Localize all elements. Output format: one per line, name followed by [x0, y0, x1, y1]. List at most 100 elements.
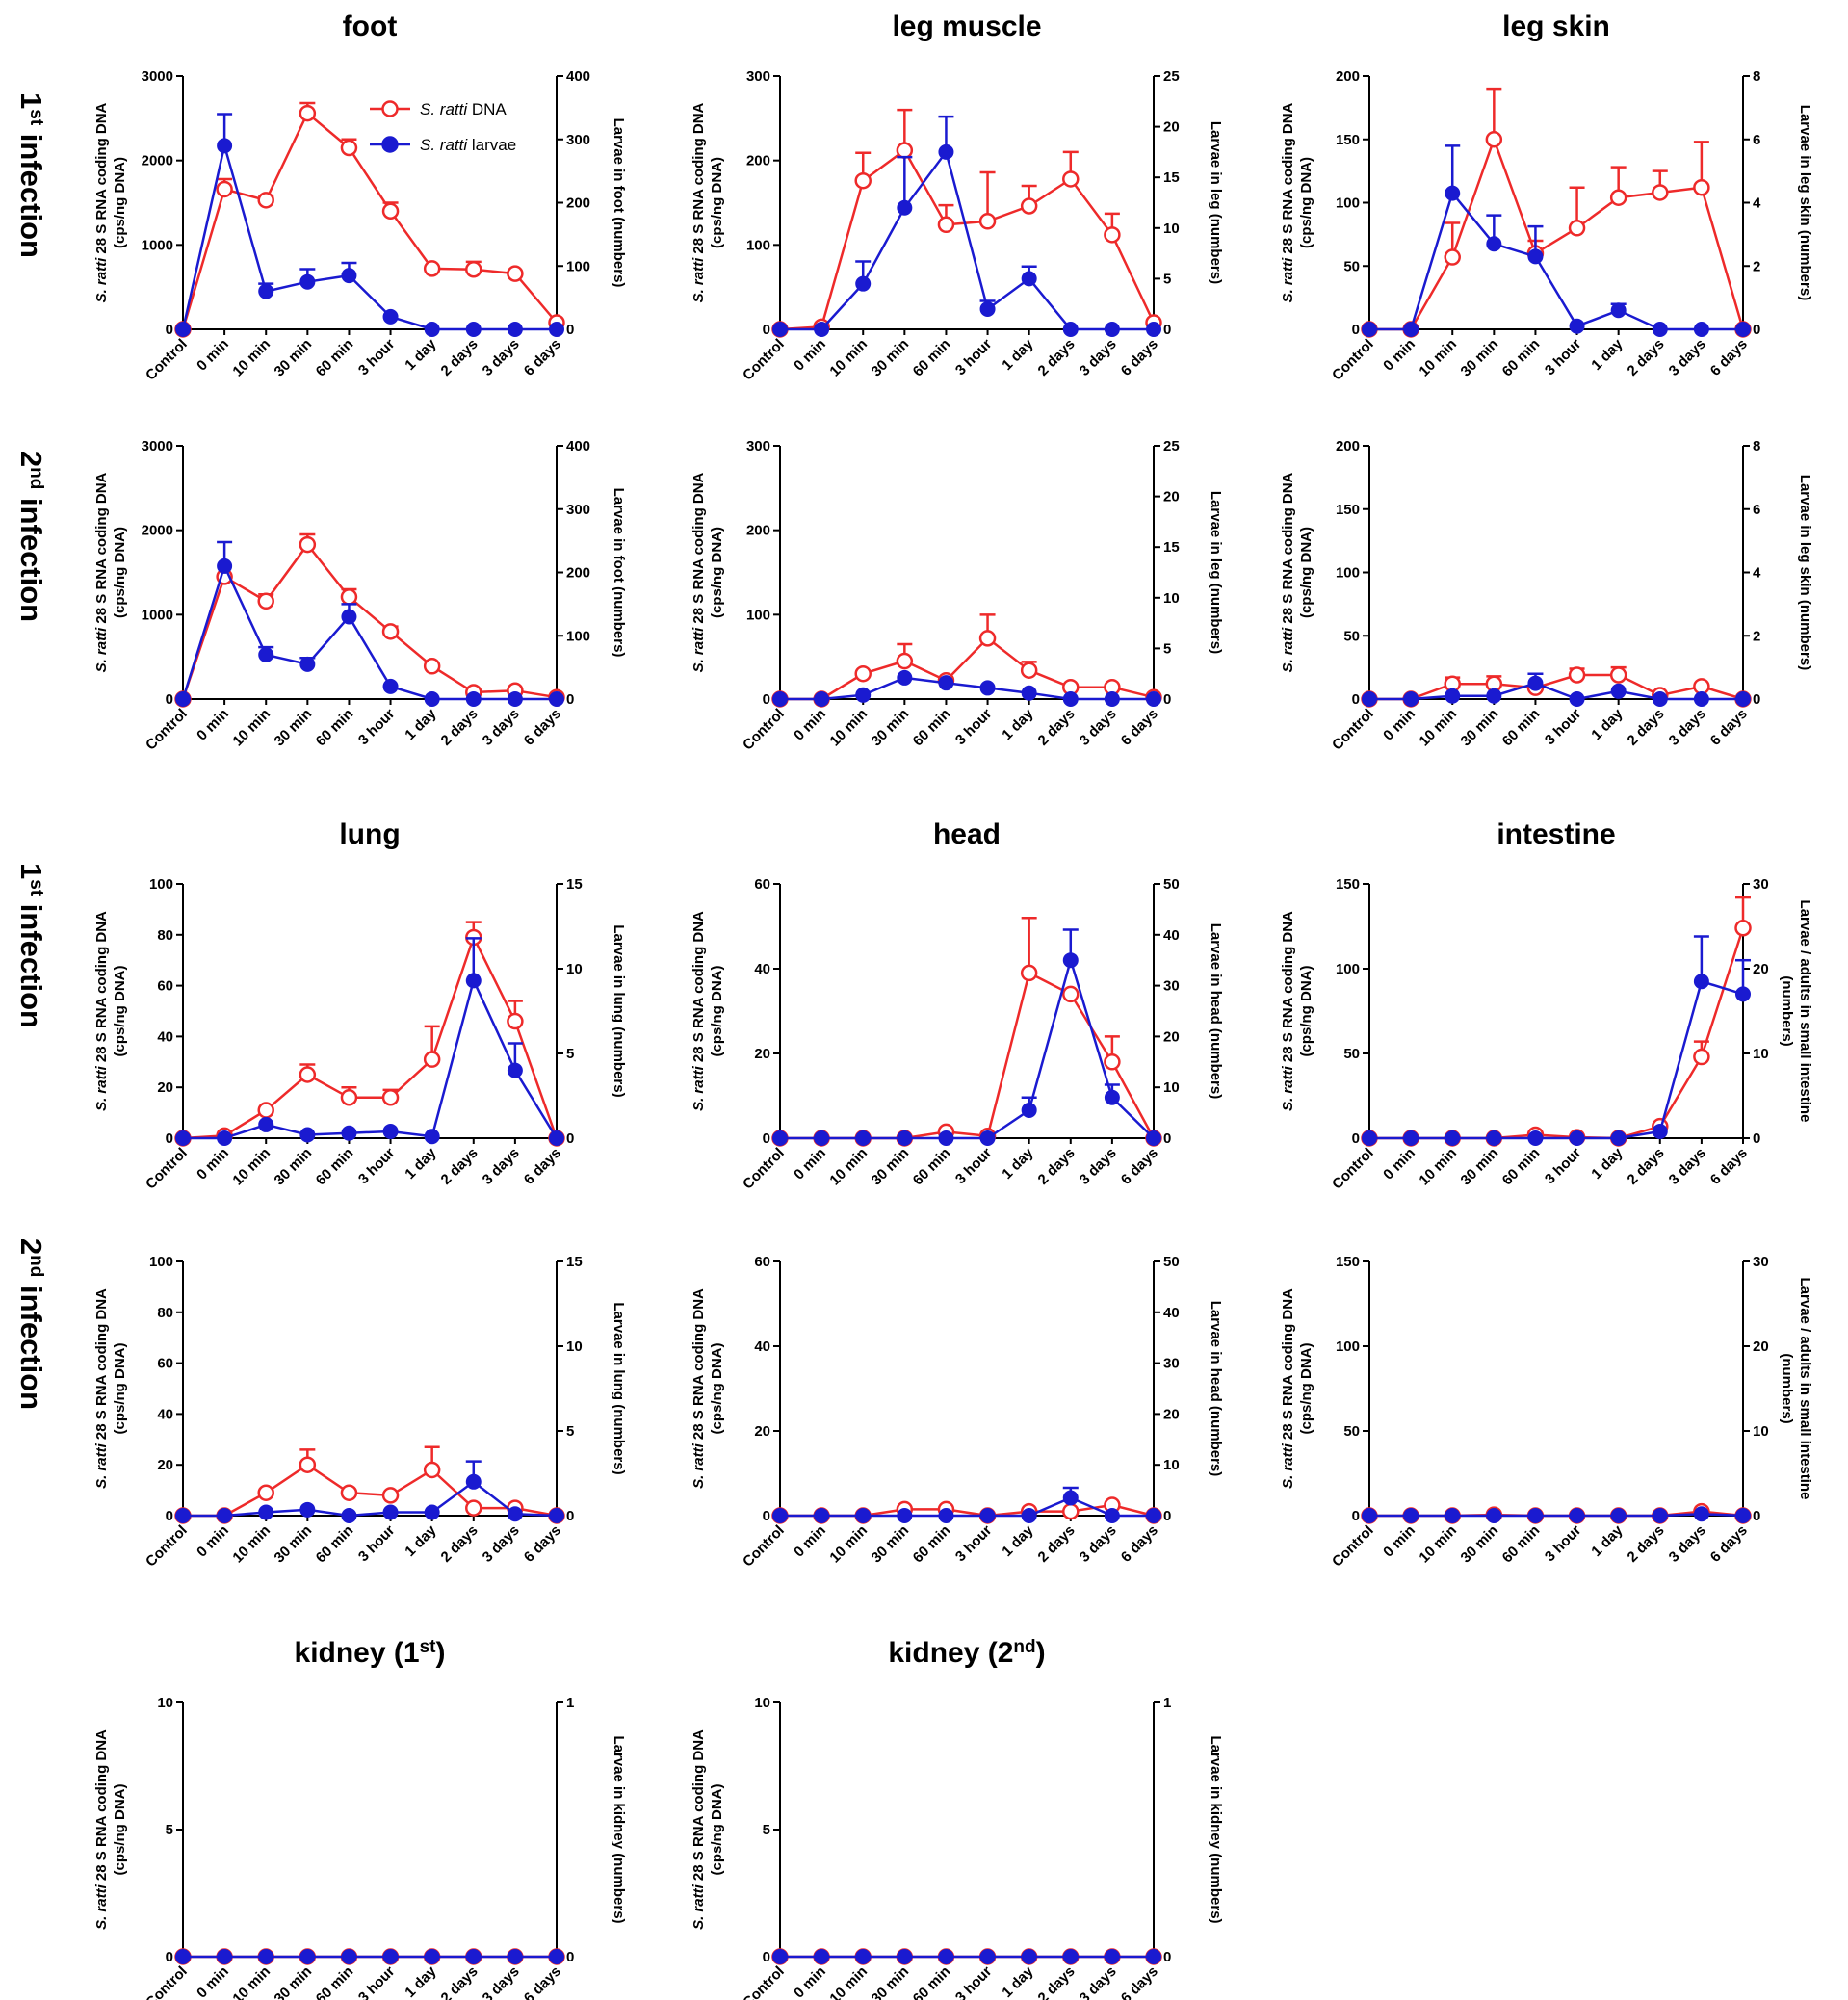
x-tick-label: 3 days [1666, 1145, 1709, 1188]
data-point-larvae [175, 1508, 191, 1523]
data-point-larvae [938, 1508, 954, 1523]
y-tick-label-left: 100 [1336, 1338, 1360, 1355]
series-line [1369, 136, 1745, 331]
data-point-larvae [1362, 1508, 1377, 1523]
y-label-rest: 28 S RNA coding DNA [1280, 102, 1296, 257]
y-axis-label-right: Larvae in leg (numbers) [1208, 491, 1224, 654]
y-tick-label-left: 100 [1336, 565, 1360, 582]
x-tick-label: Control [740, 336, 788, 384]
chart-legmuscle-1: leg muscle 0 100 200 300 0 5 10 15 20 25 Control 0 m… [690, 11, 1224, 384]
y-tick-label-right: 15 [1163, 539, 1180, 556]
y-tick-label-right: 10 [1163, 1457, 1180, 1473]
data-point-dna [1062, 985, 1080, 1003]
legend-marker [381, 136, 399, 153]
data-point-larvae [341, 1508, 357, 1523]
y-axis-label-right: Larvae in kidney (numbers) [1208, 1735, 1224, 1923]
y-axis-label-left-line2: (cps/ng DNA) [112, 966, 128, 1057]
data-point-larvae [1146, 1949, 1161, 1964]
data-point-dna [340, 1089, 358, 1106]
x-tick-label: 3 days [480, 1145, 523, 1188]
data-point-dna [257, 1484, 274, 1501]
data-point-larvae [1146, 322, 1161, 337]
y-tick-label-right: 30 [1163, 1356, 1180, 1372]
data-point-larvae [1062, 952, 1079, 969]
data-point-dna [1104, 1053, 1121, 1071]
x-tick-label: 6 days [1707, 1522, 1751, 1566]
x-tick-label: 3 days [1077, 336, 1120, 379]
y-tick-label-right: 0 [566, 1130, 574, 1147]
y-tick-label-right: 0 [566, 1949, 574, 1965]
y-tick-label-right: 10 [1753, 1423, 1769, 1440]
x-tick-label: 3 hour [355, 706, 399, 749]
x-tick-label: 1 day [999, 1521, 1037, 1560]
data-point-larvae [465, 322, 482, 337]
data-point-larvae [549, 322, 564, 337]
data-point-larvae [341, 268, 357, 284]
x-tick-label: Control [1329, 336, 1377, 384]
x-tick-label: 60 min [1499, 706, 1544, 750]
data-point-larvae [1610, 683, 1627, 699]
data-point-larvae [1652, 1508, 1668, 1523]
y-label-rest: 28 S RNA coding DNA [1280, 911, 1296, 1066]
x-tick-label: 60 min [313, 336, 357, 380]
data-point-larvae [1735, 1508, 1751, 1523]
x-tick-label: 3 hour [952, 1522, 996, 1566]
y-tick-label-right: 15 [1163, 169, 1180, 186]
x-tick-label: 1 day [999, 705, 1037, 743]
series-dna [771, 916, 1162, 1147]
x-tick-label: 2 days [438, 706, 482, 749]
y-tick-label-left: 80 [157, 1305, 173, 1321]
data-point-dna [1062, 1502, 1080, 1520]
y-tick-label-left: 60 [754, 1254, 770, 1270]
x-tick-label: 60 min [313, 1522, 357, 1567]
x-tick-label: 30 min [869, 706, 913, 750]
data-point-larvae [175, 1949, 191, 1964]
data-point-larvae [814, 691, 830, 707]
x-tick-label: Control [740, 1522, 788, 1571]
row-label-word: infection [14, 125, 48, 258]
data-point-dna [854, 664, 872, 683]
y-tick-label-right: 30 [1753, 876, 1769, 893]
data-point-dna [896, 652, 914, 670]
y-tick-label-right: 0 [1163, 691, 1171, 708]
data-point-larvae [217, 138, 233, 154]
chart-title: kidney (1st) [295, 1637, 446, 1670]
row-label-sup: nd [27, 1255, 47, 1277]
x-tick-label: 3 hour [1542, 1145, 1585, 1188]
y-tick-label-right: 10 [1753, 1046, 1769, 1062]
y-tick-label-left: 40 [157, 1028, 173, 1045]
data-point-larvae [772, 1508, 788, 1523]
x-tick-label: 60 min [313, 1145, 357, 1189]
data-point-dna [1444, 248, 1461, 266]
x-tick-label: 0 min [791, 1963, 829, 2000]
x-tick-label: 1 day [1588, 1144, 1627, 1182]
data-point-dna [1652, 184, 1669, 201]
series-dna [1361, 665, 1752, 708]
x-tick-label: 10 min [229, 706, 273, 750]
data-point-larvae [1021, 1949, 1037, 1964]
data-point-larvae [258, 1116, 274, 1132]
y-tick-label-right: 300 [566, 502, 590, 518]
x-tick-label: 1 day [402, 1521, 440, 1560]
data-point-dna [1568, 666, 1586, 684]
data-point-larvae [549, 691, 564, 707]
data-point-dna [978, 630, 997, 647]
data-point-dna [1609, 189, 1627, 206]
x-tick-label: 10 min [826, 1522, 871, 1567]
y-label-italic: S. ratti [690, 1883, 707, 1930]
y-tick-label-left: 50 [1343, 258, 1360, 274]
data-point-larvae [424, 1504, 440, 1520]
data-point-larvae [1146, 1508, 1161, 1523]
data-point-dna [257, 192, 274, 209]
y-tick-label-right: 5 [1163, 640, 1171, 657]
data-point-dna [340, 588, 358, 606]
y-tick-label-left: 50 [1343, 1423, 1360, 1440]
x-tick-label: 3 days [1666, 1522, 1709, 1566]
data-point-larvae [1527, 1130, 1544, 1146]
data-point-larvae [855, 687, 872, 703]
y-axis-label-right: Larvae in head (numbers) [1208, 923, 1224, 1100]
data-point-larvae [772, 322, 788, 337]
